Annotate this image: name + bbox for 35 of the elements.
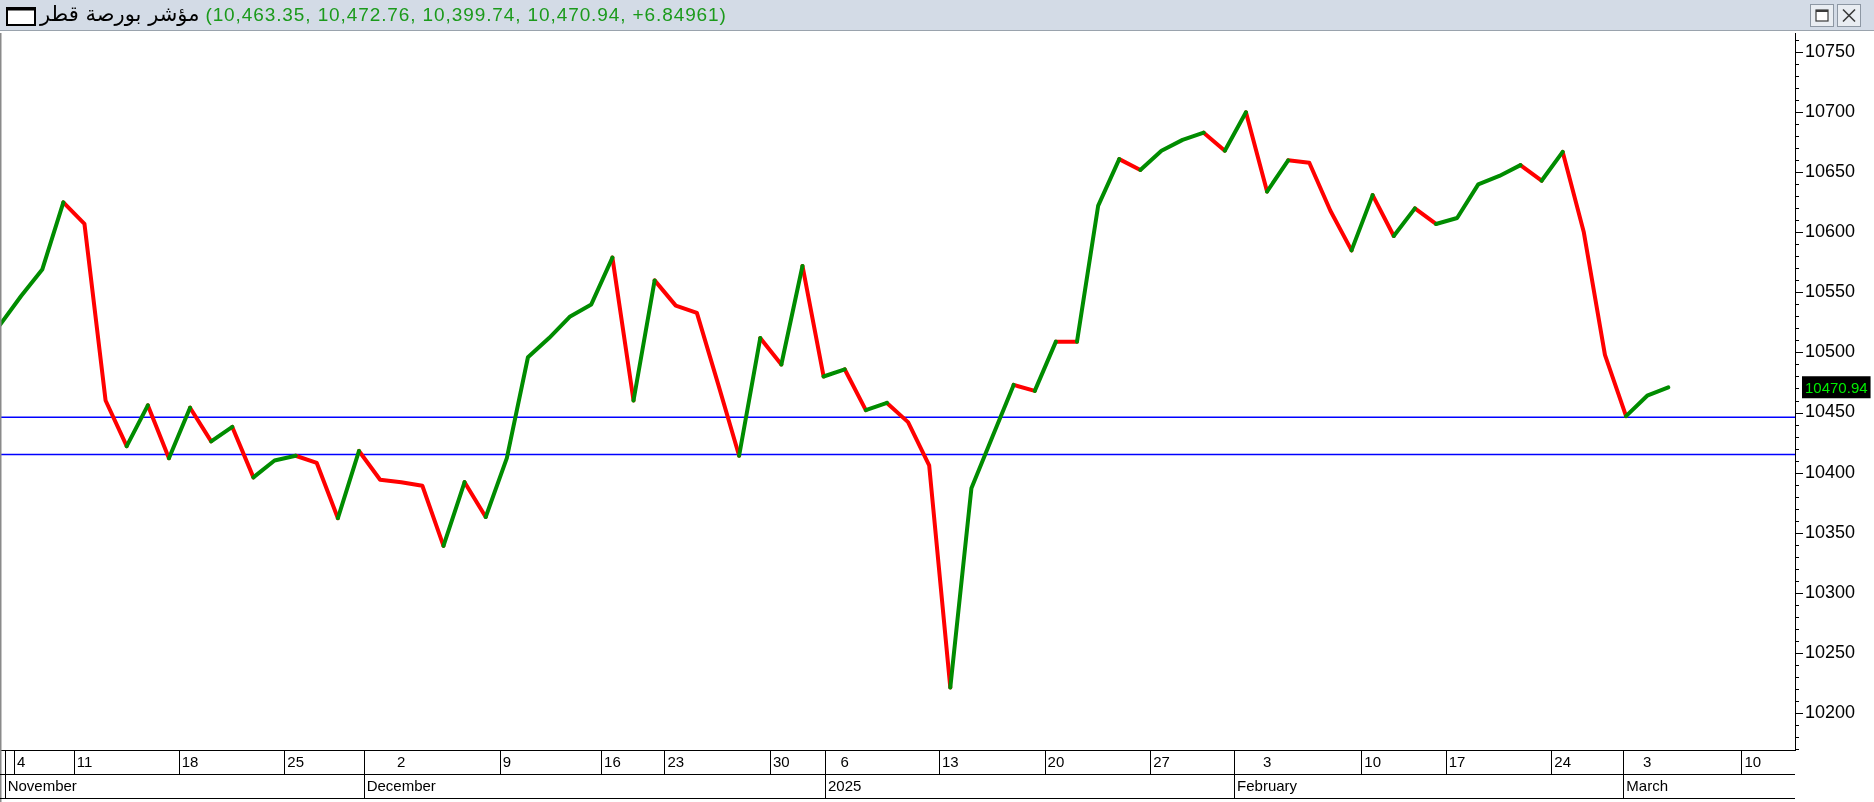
y-tick-label: 10500 [1805,341,1856,362]
x-tick-label: 11 [76,753,93,771]
x-tick-label: 3 February [1237,753,1298,795]
x-tick-label: 13 [941,753,959,771]
x-tick-label: November [7,777,77,795]
y-tick-label: 10200 [1805,701,1856,722]
x-tick-label: 6 2025 [828,753,862,795]
y-tick-label: 10250 [1805,641,1856,662]
chart-title: مؤشر بورصة قطر [40,2,200,26]
y-tick-label: 10350 [1805,521,1856,542]
x-tick-label: 4 [16,753,26,771]
y-tick-label: 10650 [1805,161,1856,182]
x-tick-label: 30 [773,753,790,771]
y-tick-label: 10600 [1805,221,1856,242]
x-tick-label: 24 [1554,753,1572,771]
x-tick-label: 10 [1744,753,1762,771]
y-tick-label: 10750 [1805,41,1856,62]
y-tick-label: 10700 [1805,101,1856,122]
y-tick-label: 10300 [1805,581,1856,602]
x-tick-label: 20 [1047,753,1065,771]
x-tick-label: 27 [1153,753,1170,771]
x-tick-label: 3 March [1626,753,1669,795]
x-tick-label: 17 [1448,753,1466,771]
text: 10470.94 [1805,378,1868,396]
y-tick-label: 10550 [1805,281,1856,302]
y-tick-label: 10450 [1805,401,1856,422]
x-tick-label: 18 [181,753,199,771]
x-tick-label: 2 December [366,753,436,795]
y-tick-label: 10400 [1805,461,1856,482]
x-tick-label: 9 [502,753,511,771]
x-tick-label: 16 [604,753,621,771]
x-tick-label: 25 [287,753,304,771]
x-tick-label: 23 [667,753,685,771]
chart-subtitle: (10,463.35, 10,472.76, 10,399.74, 10,470.94, +6.84961) [205,4,727,26]
x-tick-label: 10 [1364,753,1381,771]
